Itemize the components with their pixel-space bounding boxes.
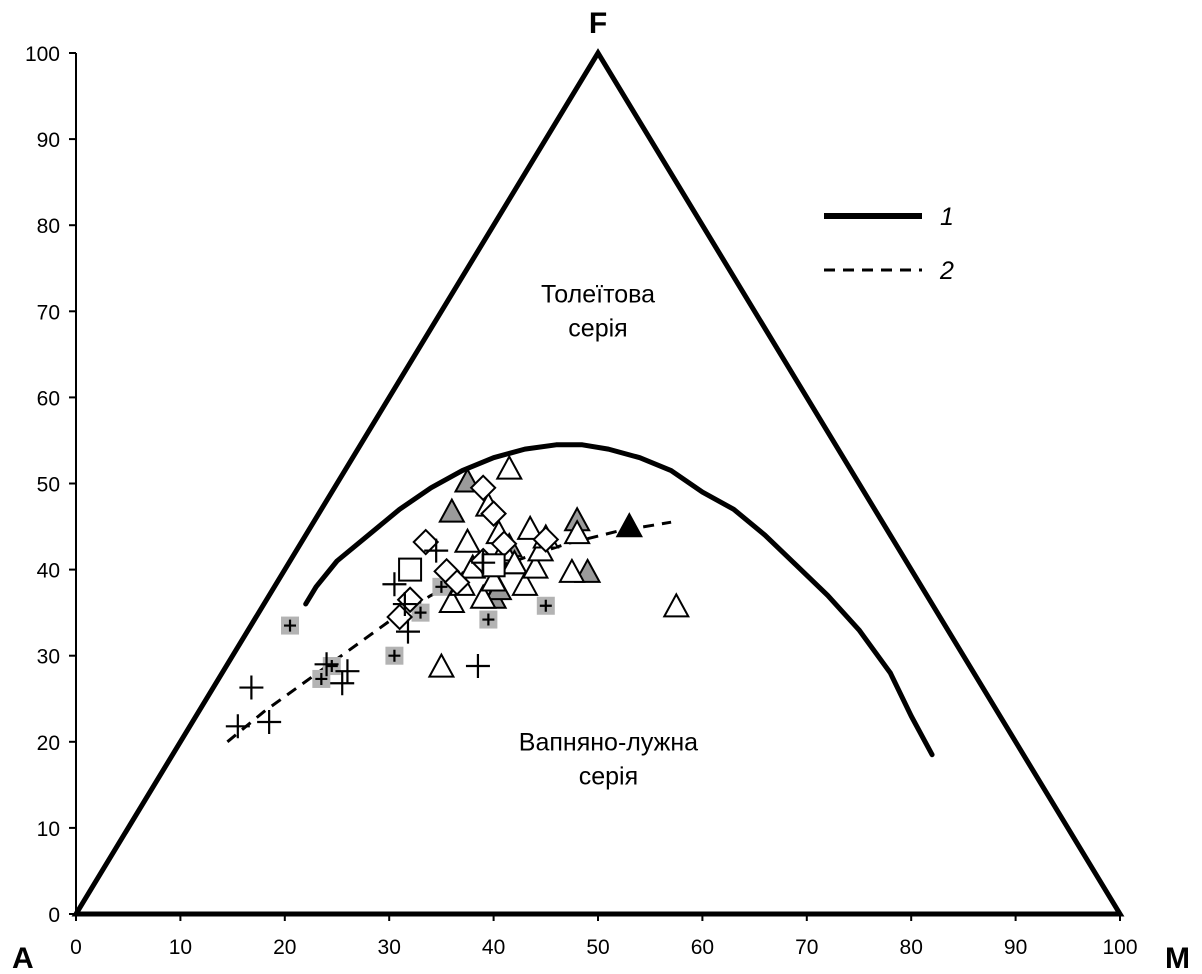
- triangle-open-marker: [511, 570, 539, 596]
- legend: 12: [824, 203, 954, 285]
- x-tick-label: 10: [169, 936, 192, 959]
- triangle-open-marker: [427, 652, 456, 678]
- plus-glyph: [482, 613, 495, 626]
- plus-marker: [239, 675, 264, 700]
- ternary-triangle: [71, 48, 1125, 917]
- plus-marker: [314, 652, 339, 677]
- triangle-open-marker: [469, 583, 497, 609]
- gray-square-plus-marker: [536, 596, 555, 615]
- plus-glyph: [388, 649, 401, 662]
- region-label-tholeiitic: Толеїтова серія: [541, 281, 655, 343]
- plus-marker: [225, 714, 250, 739]
- plus-marker: [257, 709, 282, 734]
- triangle-open-marker: [495, 454, 523, 480]
- y-tick-label: 20: [37, 732, 60, 755]
- region-label-calc-alkaline: Вапняно-лужна серія: [519, 728, 698, 790]
- y-tick-label: 90: [37, 129, 60, 152]
- plus-marker: [330, 671, 355, 696]
- x-tick-label: 20: [273, 936, 296, 959]
- boundary-lines: [226, 442, 935, 758]
- plus-marker: [395, 619, 420, 644]
- gray-square-plus-marker: [385, 646, 404, 665]
- gray-square-plus-marker: [411, 603, 430, 622]
- diamond-open-marker: [532, 526, 560, 553]
- region-label-line: Вапняно-лужна: [519, 728, 698, 756]
- triangle-open-marker: [521, 553, 550, 579]
- labels: A M F Толеїтова серія Вапняно-лужна серія: [12, 7, 1190, 974]
- diamond-open-marker: [469, 474, 497, 502]
- triangle-open-marker: [558, 557, 586, 583]
- gray-square-plus-marker: [281, 616, 300, 635]
- tholeiitic-boundary-line: [303, 442, 935, 758]
- y-tick-label: 80: [37, 215, 60, 238]
- square-open-marker: [398, 557, 423, 582]
- triangle-open-marker: [453, 527, 482, 553]
- triangle-open-marker: [563, 519, 591, 545]
- plus-marker: [335, 659, 360, 684]
- plus-marker: [424, 538, 449, 563]
- triangle-open-marker: [500, 549, 529, 575]
- x-tick-label: 0: [70, 936, 82, 959]
- y-tick-label: 0: [48, 904, 60, 927]
- diamond-open-marker: [412, 528, 440, 556]
- plus-marker: [382, 572, 407, 597]
- legend-label-1: 1: [940, 203, 954, 231]
- diamond-open-marker: [480, 500, 508, 528]
- plus-glyph: [414, 606, 427, 619]
- square-open-marker: [481, 553, 506, 578]
- triangle-gray-marker: [438, 497, 466, 523]
- x-tick-label: 80: [900, 936, 923, 959]
- diamond-open-marker: [443, 569, 471, 596]
- triangle-black-marker: [615, 512, 644, 538]
- triangle-open-marker: [479, 566, 508, 592]
- x-tick-label: 60: [691, 936, 714, 959]
- x-tick-label: 90: [1004, 936, 1027, 959]
- legend-label-2: 2: [939, 257, 954, 285]
- gray-square-plus-marker: [479, 610, 498, 629]
- x-tick-label: 40: [482, 936, 505, 959]
- plus-glyph: [435, 580, 448, 593]
- plus-glyph: [325, 660, 338, 673]
- calc-alkaline-trend-line: [226, 520, 672, 743]
- x-tick-label: 100: [1102, 936, 1137, 959]
- plus-glyph: [284, 619, 297, 632]
- corner-label-f: F: [589, 7, 607, 40]
- y-tick-label: 70: [37, 301, 60, 324]
- data-points: [225, 454, 690, 739]
- region-label-line: серія: [579, 762, 638, 790]
- plus-glyph: [539, 599, 552, 612]
- region-label-line: Толеїтова: [541, 281, 655, 309]
- corner-label-m: M: [1165, 942, 1190, 974]
- x-tick-label: 70: [795, 936, 818, 959]
- region-label-line: серія: [568, 315, 627, 343]
- y-tick-label: 40: [37, 560, 60, 583]
- triangle-open-marker: [516, 514, 544, 540]
- plus-glyph: [315, 672, 328, 685]
- y-tick-label: 100: [25, 43, 60, 66]
- y-tick-label: 10: [37, 818, 60, 841]
- corner-label-a: A: [12, 942, 34, 974]
- y-tick-label: 30: [37, 646, 60, 669]
- x-tick-label: 50: [586, 936, 609, 959]
- x-tick-label: 30: [378, 936, 401, 959]
- triangle-open-marker: [662, 592, 690, 618]
- ternary-triangle-outline: [71, 48, 1125, 917]
- plus-marker: [392, 592, 417, 617]
- plus-marker: [471, 550, 496, 575]
- plus-marker: [465, 654, 490, 679]
- y-tick-label: 50: [37, 474, 60, 497]
- y-tick-label: 60: [37, 387, 60, 410]
- triangle-open-marker: [438, 587, 466, 614]
- axes: 0 10 20 30 40 50 60 70 80 90 100 0 10 20 30 40 50 60 70 80 9…: [25, 43, 1138, 959]
